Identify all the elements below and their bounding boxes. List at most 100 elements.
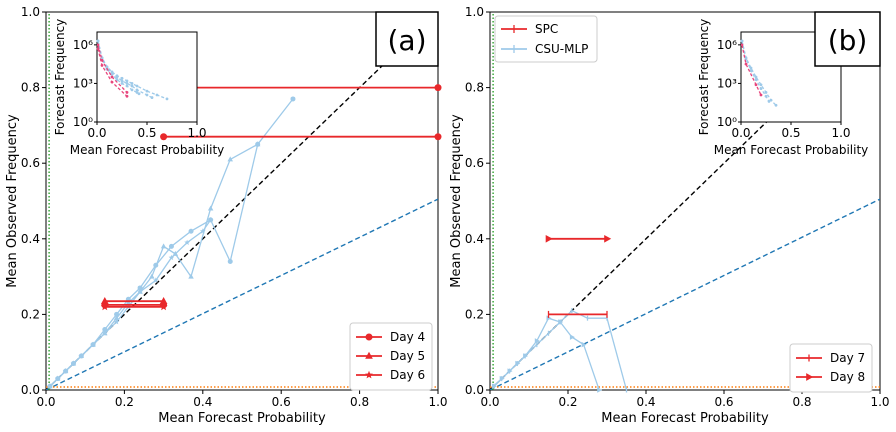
inset-point bbox=[125, 84, 129, 88]
x-tick-label: 0.2 bbox=[558, 395, 577, 409]
legend-entry-label: CSU-MLP bbox=[535, 42, 588, 56]
inset-point bbox=[96, 43, 100, 47]
inset-point bbox=[774, 103, 778, 107]
csu-mlp-point bbox=[558, 319, 564, 325]
inset-point bbox=[759, 87, 763, 90]
inset-point bbox=[125, 79, 129, 83]
legend-swatch-marker bbox=[806, 373, 814, 381]
inset-frequency-line bbox=[97, 44, 128, 93]
inset-point bbox=[754, 78, 758, 81]
spc-point bbox=[434, 133, 442, 141]
x-tick-label: 0.2 bbox=[115, 395, 134, 409]
spc-point bbox=[100, 296, 109, 304]
inset-point bbox=[165, 97, 169, 101]
inset-point bbox=[764, 91, 768, 94]
csu-mlp-point bbox=[207, 205, 214, 211]
legend-frame bbox=[789, 343, 873, 393]
inset-x-tick-label: 0.5 bbox=[137, 126, 156, 140]
csu-mlp-point bbox=[569, 334, 575, 340]
csu-mlp-point bbox=[160, 243, 167, 249]
x-tick-label: 0.8 bbox=[792, 395, 811, 409]
inset-y-tick-label: 10³ bbox=[73, 76, 93, 90]
x-tick-label: 0.6 bbox=[714, 395, 733, 409]
inset-point bbox=[135, 91, 139, 94]
csu-mlp-point bbox=[70, 360, 77, 366]
csu-mlp-point bbox=[546, 315, 552, 321]
csu-mlp-point bbox=[47, 383, 53, 389]
y-tick-label: 0.4 bbox=[465, 232, 484, 246]
x-tick-label: 0.0 bbox=[480, 395, 499, 409]
day-legend: Day 7 Day 8 bbox=[789, 343, 873, 393]
inset-point bbox=[120, 76, 124, 80]
y-tick-label: 1.0 bbox=[465, 5, 484, 19]
inset-x-tick-label: 1.0 bbox=[831, 126, 850, 140]
legend-entry-label: Day 7 bbox=[830, 351, 865, 365]
x-tick-label: 1.0 bbox=[428, 395, 447, 409]
day-legend: Day 4 Day 5 Day 6 bbox=[349, 322, 433, 391]
y-tick-label: 0.6 bbox=[21, 156, 40, 170]
inset-frequency-line bbox=[97, 40, 140, 95]
spc-point bbox=[159, 296, 168, 304]
inset-frequency-line bbox=[741, 44, 762, 96]
csu-mlp-point bbox=[515, 360, 521, 367]
x-tick-label: 1.0 bbox=[870, 395, 889, 409]
x-tick-label: 0.8 bbox=[350, 395, 369, 409]
csu-mlp-point bbox=[78, 352, 85, 359]
spc-point bbox=[100, 302, 109, 311]
y-tick-label: 0.2 bbox=[465, 307, 484, 321]
inset-x-axis-label: Mean Forecast Probability bbox=[714, 143, 869, 157]
inset-point bbox=[125, 91, 129, 94]
inset-y-tick-label: 10⁶ bbox=[73, 38, 93, 52]
inset-y-tick-label: 10⁰ bbox=[73, 115, 93, 129]
inset-frequency-line bbox=[97, 48, 128, 97]
y-tick-label: 0.0 bbox=[465, 383, 484, 397]
inset-point bbox=[145, 93, 149, 97]
inset-point bbox=[110, 73, 114, 76]
inset-y-tick-label: 10⁰ bbox=[717, 115, 737, 129]
inset-point bbox=[155, 93, 159, 97]
csu-mlp-point bbox=[168, 254, 175, 261]
csu-mlp-point bbox=[168, 243, 174, 249]
x-tick-label: 0.0 bbox=[36, 395, 55, 409]
inset-point bbox=[764, 94, 768, 98]
inset-point bbox=[96, 39, 100, 43]
source-legend: SPC CSU-MLP bbox=[494, 15, 598, 63]
inset-point bbox=[740, 39, 744, 43]
y-tick-label: 0.2 bbox=[21, 307, 40, 321]
csu-mlp-point bbox=[152, 277, 159, 283]
csu-mlp-point bbox=[188, 228, 194, 234]
csu-mlp-point bbox=[227, 156, 233, 162]
csu-mlp-point bbox=[499, 375, 505, 382]
inset-x-tick-label: 0.0 bbox=[87, 126, 106, 140]
legend-entry-label: SPC bbox=[535, 22, 558, 36]
csu-mlp-point bbox=[491, 383, 497, 389]
x-tick-label: 0.4 bbox=[193, 395, 212, 409]
legend-entry-label: Day 8 bbox=[830, 370, 865, 384]
csu-mlp-point bbox=[597, 387, 603, 393]
csu-mlp-point bbox=[125, 300, 132, 306]
inset-y-axis-label: Forecast Frequency bbox=[53, 19, 67, 136]
inset-point bbox=[754, 75, 758, 79]
spc-point bbox=[545, 234, 553, 243]
y-tick-label: 0.0 bbox=[21, 383, 40, 397]
inset-point bbox=[120, 79, 124, 83]
inset-y-tick-label: 10³ bbox=[717, 76, 737, 90]
inset-point bbox=[754, 83, 758, 87]
panel-label: (b) bbox=[828, 24, 868, 57]
csu-mlp-point bbox=[101, 330, 108, 336]
csu-mlp-point bbox=[254, 141, 261, 147]
x-axis-label: Mean Forecast Probability bbox=[601, 411, 769, 426]
y-axis-label: Mean Observed Frequency bbox=[5, 114, 20, 288]
inset-point bbox=[96, 47, 100, 51]
inset-y-tick-label: 10⁶ bbox=[717, 38, 737, 52]
inset-point bbox=[100, 64, 104, 67]
x-tick-label: 0.6 bbox=[272, 395, 291, 409]
inset-point bbox=[749, 69, 753, 72]
legend-swatch-marker bbox=[365, 351, 373, 359]
y-tick-label: 0.8 bbox=[21, 81, 40, 95]
csu-mlp-point bbox=[534, 338, 540, 344]
csu-mlp-point bbox=[113, 315, 120, 321]
inset-point bbox=[130, 84, 134, 88]
y-axis-label: Mean Observed Frequency bbox=[449, 114, 464, 288]
